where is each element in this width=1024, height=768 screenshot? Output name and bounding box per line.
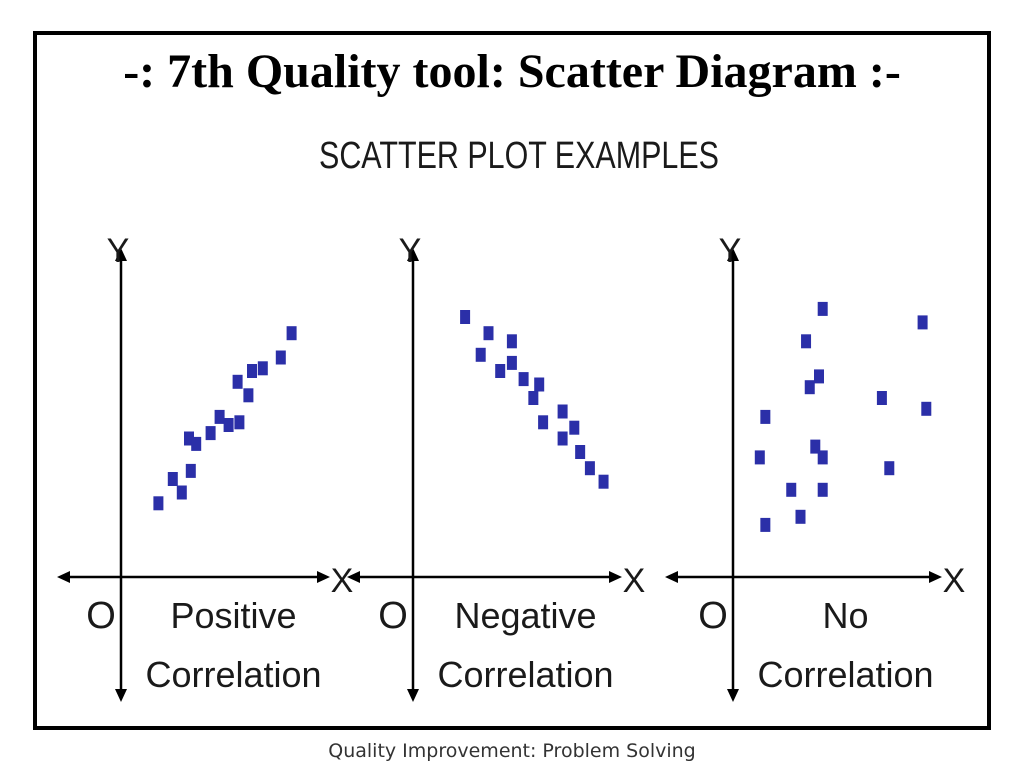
- data-point: [460, 310, 471, 324]
- data-point: [518, 372, 529, 387]
- data-point: [243, 388, 254, 403]
- chart-subtitle: SCATTER PLOT EXAMPLES: [319, 135, 719, 177]
- scatter-panel-3: Y X O No Correlation: [665, 232, 965, 702]
- y-axis-label: Y: [719, 232, 742, 270]
- y-axis-arrow-up: [115, 248, 127, 261]
- data-point: [205, 426, 216, 441]
- data-point: [817, 482, 828, 497]
- y-axis-label: Y: [107, 232, 130, 270]
- data-point: [584, 461, 595, 476]
- scatter-panel-2: Y X O Negative Correlation: [347, 232, 645, 702]
- data-point: [475, 347, 486, 362]
- data-point: [214, 409, 225, 424]
- correlation-caption-line2: Correlation: [437, 654, 613, 695]
- data-point: [223, 418, 234, 432]
- data-point: [817, 450, 828, 465]
- origin-label: O: [378, 595, 408, 637]
- data-point: [191, 436, 202, 451]
- data-point: [167, 472, 178, 486]
- data-point: [795, 509, 806, 524]
- data-point: [153, 496, 164, 511]
- correlation-caption-line1: Positive: [170, 595, 296, 636]
- x-axis-arrow-left: [347, 571, 360, 583]
- slide-title: -: 7th Quality tool: Scatter Diagram :-: [123, 45, 901, 98]
- data-point: [247, 364, 257, 378]
- data-point: [921, 401, 932, 416]
- y-axis-arrow-down: [407, 689, 419, 702]
- data-point: [917, 315, 928, 330]
- scatter-panel-1: Y X O Positive Correlation: [57, 232, 353, 702]
- data-point: [801, 334, 812, 349]
- data-point: [557, 404, 568, 419]
- data-point: [817, 301, 828, 316]
- correlation-caption-line2: Correlation: [145, 654, 321, 695]
- correlation-caption-line1: No: [822, 595, 868, 636]
- y-axis-arrow-up: [727, 248, 739, 261]
- data-point: [538, 415, 549, 430]
- x-axis-label: X: [331, 562, 354, 600]
- data-point: [495, 364, 506, 378]
- data-point: [286, 326, 297, 341]
- x-axis-arrow-right: [317, 571, 330, 583]
- y-axis-arrow-down: [727, 689, 739, 702]
- data-point: [760, 517, 771, 532]
- data-point: [876, 391, 887, 405]
- origin-label: O: [86, 595, 116, 637]
- y-axis-label: Y: [399, 232, 422, 270]
- data-point: [814, 369, 824, 384]
- data-point: [506, 334, 517, 349]
- data-point: [810, 439, 821, 454]
- data-point: [760, 409, 771, 424]
- origin-label: O: [698, 595, 728, 637]
- data-point: [804, 380, 815, 395]
- data-point: [754, 450, 765, 465]
- data-point: [234, 415, 245, 430]
- data-point: [176, 485, 187, 500]
- slide-footer: Quality Improvement: Problem Solving: [328, 740, 696, 762]
- correlation-caption-line2: Correlation: [757, 654, 933, 695]
- data-point: [185, 463, 196, 478]
- data-point: [184, 431, 194, 446]
- x-axis-label: X: [623, 562, 646, 600]
- data-point: [534, 377, 545, 392]
- x-axis-arrow-left: [57, 571, 70, 583]
- slide-frame: [33, 31, 991, 730]
- data-point: [786, 482, 797, 497]
- data-point: [483, 326, 494, 341]
- y-axis-arrow-down: [115, 689, 127, 702]
- data-point: [528, 391, 539, 405]
- x-axis-arrow-left: [665, 571, 678, 583]
- x-axis-arrow-right: [929, 571, 942, 583]
- data-point: [506, 355, 517, 370]
- data-point: [257, 361, 268, 376]
- data-point: [569, 420, 580, 435]
- data-point: [575, 445, 586, 459]
- data-point: [884, 461, 895, 476]
- data-point: [275, 350, 286, 365]
- x-axis-arrow-right: [609, 571, 622, 583]
- data-point: [598, 474, 609, 489]
- correlation-caption-line1: Negative: [454, 595, 596, 636]
- y-axis-arrow-up: [407, 248, 419, 261]
- data-point: [232, 374, 243, 389]
- x-axis-label: X: [943, 562, 966, 600]
- data-point: [557, 431, 568, 446]
